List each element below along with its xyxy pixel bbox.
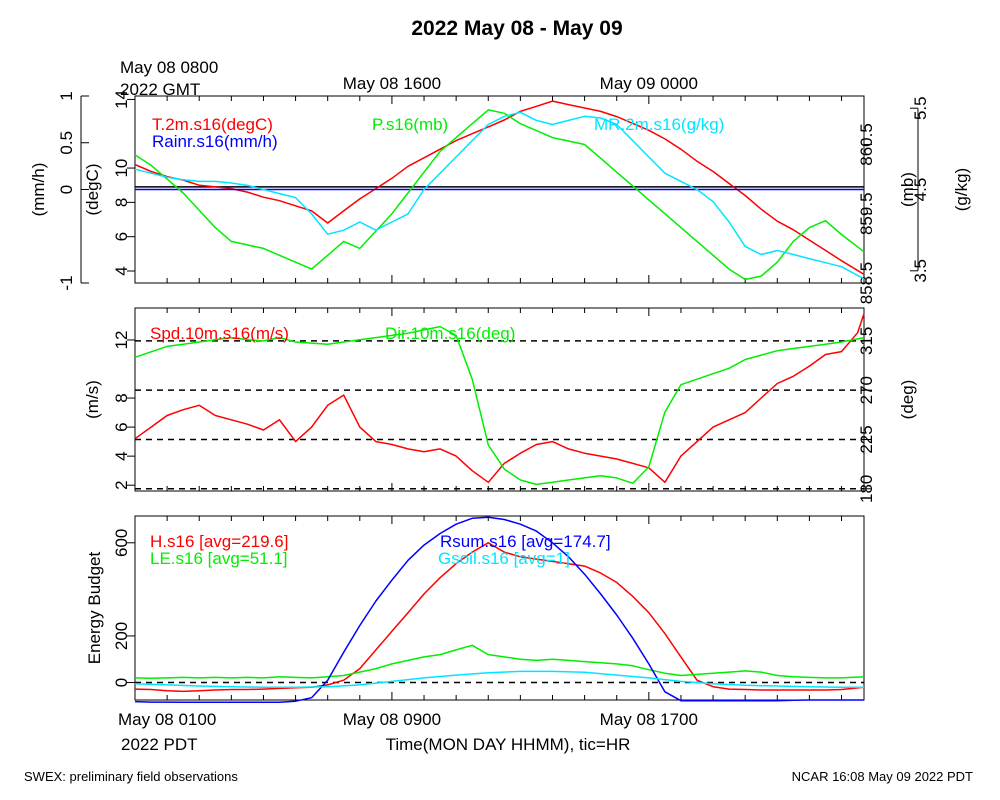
y-tick-label: 2: [112, 480, 131, 489]
y-axis-label: (mb): [898, 172, 917, 207]
legend-dir-10m-s16-deg: Dir.10m.s16(deg): [385, 324, 515, 343]
x-axis-title: Time(MON DAY HHMM), tic=HR: [386, 735, 631, 754]
y-axis-temp: 4 6 8 10 14 (degC): [83, 90, 135, 276]
y-tick-label: 14: [112, 90, 131, 109]
bottom-time-axis: May 08 0100 2022 PDT May 08 0900 May 08 170…: [118, 710, 698, 754]
series-le-s16-avg-51-1: [134, 644, 865, 680]
bottom-axis-label: May 08 1700: [600, 710, 698, 729]
bottom-axis-start-label: 2022 PDT: [121, 735, 198, 754]
y-tick-label: 180: [857, 475, 876, 503]
panel-frame: [134, 307, 865, 492]
legend-le-s16-avg-51-1: LE.s16 [avg=51.1]: [150, 549, 288, 568]
series-gsoil-s16-avg-1: [134, 670, 864, 688]
footer-left: SWEX: preliminary field observations: [24, 769, 238, 784]
y-axis-label: Energy Budget: [85, 551, 104, 664]
top-axis-label: May 09 0000: [600, 74, 698, 93]
y-tick-label: 0: [112, 678, 131, 687]
legend-mr-2m-s16-g-kg: MR.2m.s16(g/kg): [594, 115, 724, 134]
legend-rsum-s16-avg-174-7: Rsum.s16 [avg=174.7]: [440, 532, 611, 551]
y-tick-label: 4: [112, 266, 131, 275]
bottom-axis-label: May 08 0900: [343, 710, 441, 729]
top-axis-start-label: 2022 GMT: [120, 80, 200, 99]
top-axis-label: May 08 1600: [343, 74, 441, 93]
series-spd-10m-s16-m-s: [134, 313, 865, 484]
y-tick-label: 6: [112, 232, 131, 241]
y-axis-rain: -1 0 0.5 1 (mm/h): [29, 91, 89, 291]
panel-frame: [134, 515, 865, 701]
y-tick-label: 858.5: [857, 262, 876, 305]
y-axis-energy: 0 200 600 Energy Budget: [85, 529, 135, 687]
panels: -1 0 0.5 1 (mm/h) 4 6 8 10 14 (degC) 858.5 859.5 860.…: [29, 90, 971, 704]
y-tick-label: 5.5: [911, 96, 930, 120]
series-h-s16-avg-219-6: [134, 542, 865, 693]
legend: Spd.10m.s16(m/s) Dir.10m.s16(deg): [150, 324, 515, 343]
legend-gsoil-s16-avg-1: Gsoil.s16 [avg=1]: [438, 549, 570, 568]
series-mr-2m-s16-g-kg: [134, 111, 865, 280]
y-tick-label: 315: [857, 327, 876, 355]
panel-2: 2 4 6 8 12 (m/s) 180 225 270 315 (deg) Spd.10m.s16(…: [83, 307, 917, 503]
y-tick-label: 8: [112, 198, 131, 207]
y-axis-label: (deg): [898, 380, 917, 420]
y-tick-label: 4.5: [911, 178, 930, 202]
y-tick-label: 3.5: [911, 259, 930, 283]
top-time-axis: May 08 0800 2022 GMT May 08 1600 May 09 000…: [120, 58, 698, 99]
series-rsum-s16-avg-174-7: [134, 516, 864, 704]
y-axis-label: (degC): [83, 164, 102, 216]
y-tick-label: 1: [57, 91, 76, 100]
footer-right: NCAR 16:08 May 09 2022 PDT: [792, 769, 973, 784]
legend-spd-10m-s16-m-s: Spd.10m.s16(m/s): [150, 324, 289, 343]
y-tick-label: 8: [112, 393, 131, 402]
panel-1: -1 0 0.5 1 (mm/h) 4 6 8 10 14 (degC) 858.5 859.5 860.…: [29, 90, 971, 304]
y-tick-label: 200: [112, 622, 131, 650]
y-tick-label: 225: [857, 425, 876, 453]
legend-t-2m-s16-degc: T.2m.s16(degC): [152, 115, 273, 134]
legend: H.s16 [avg=219.6]LE.s16 [avg=51.1] Rsum.s…: [150, 532, 611, 568]
y-axis-spd: 2 4 6 8 12 (m/s): [83, 330, 135, 490]
y-tick-label: 0: [57, 185, 76, 194]
legend-rainr-s16-mm-h: Rainr.s16(mm/h): [152, 132, 278, 151]
y-axis-label: (mm/h): [29, 163, 48, 217]
y-tick-label: 600: [112, 529, 131, 557]
y-tick-label: 12: [112, 330, 131, 349]
y-tick-label: 10: [112, 159, 131, 178]
y-axis-label: (m/s): [83, 380, 102, 419]
legend-p-s16-mb: P.s16(mb): [372, 115, 448, 134]
bottom-axis-start-label: May 08 0100: [118, 710, 216, 729]
legend-h-s16-avg-219-6: H.s16 [avg=219.6]: [150, 532, 288, 551]
y-tick-label: 859.5: [857, 192, 876, 235]
y-tick-label: 6: [112, 422, 131, 431]
y-axis-label: (g/kg): [952, 168, 971, 211]
y-tick-label: 4: [112, 451, 131, 460]
y-axis-pres: 858.5 859.5 860.5 (mb): [857, 123, 917, 304]
top-axis-start-label: May 08 0800: [120, 58, 218, 77]
y-tick-label: 270: [857, 376, 876, 404]
y-tick-label: 0.5: [57, 131, 76, 155]
panel-3: 0 200 600 Energy Budget H.s16 [avg=219.6]LE.…: [85, 515, 865, 704]
chart-title: 2022 May 08 - May 09: [411, 17, 622, 40]
y-axis-mr: 3.5 4.5 5.5 (g/kg): [910, 96, 971, 283]
y-tick-label: 860.5: [857, 123, 876, 166]
legend: T.2m.s16(degC)Rainr.s16(mm/h) P.s16(mb) MR…: [152, 115, 724, 151]
series-dir-10m-s16-deg: [134, 325, 865, 486]
y-axis-dir: 180 225 270 315 (deg): [857, 327, 917, 503]
y-tick-label: -1: [57, 275, 76, 290]
series-p-s16-mb: [134, 109, 865, 281]
